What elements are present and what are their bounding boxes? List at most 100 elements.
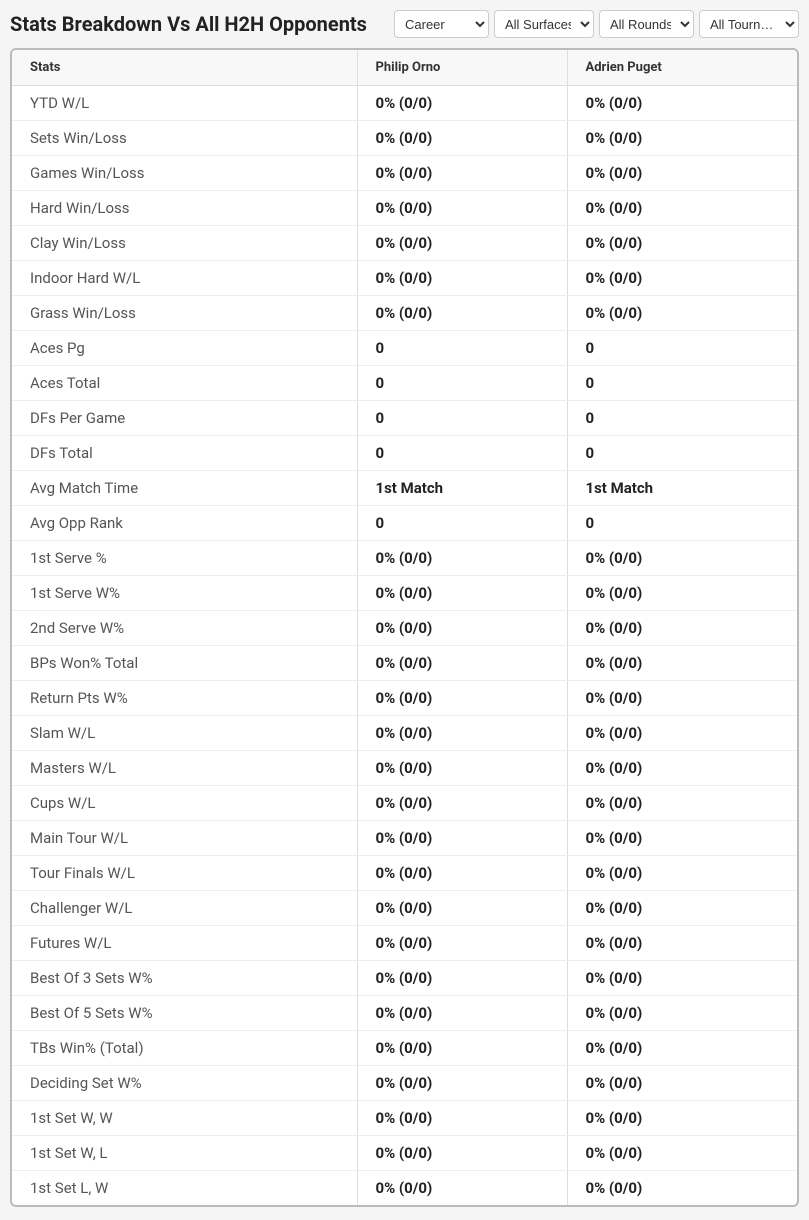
table-row: Hard Win/Loss0% (0/0)0% (0/0)	[12, 191, 797, 226]
stat-label: Indoor Hard W/L	[12, 261, 357, 296]
tournaments-select[interactable]: All Tourn…	[699, 10, 799, 38]
stat-value-player2: 0% (0/0)	[567, 1136, 797, 1171]
stat-value-player2: 0% (0/0)	[567, 716, 797, 751]
stat-value-player1: 0% (0/0)	[357, 821, 567, 856]
stat-label: Slam W/L	[12, 716, 357, 751]
table-row: YTD W/L0% (0/0)0% (0/0)	[12, 86, 797, 121]
stat-label: Hard Win/Loss	[12, 191, 357, 226]
table-row: Avg Opp Rank00	[12, 506, 797, 541]
stat-value-player2: 0% (0/0)	[567, 1066, 797, 1101]
stat-value-player2: 0% (0/0)	[567, 996, 797, 1031]
stat-value-player1: 0% (0/0)	[357, 1031, 567, 1066]
stat-value-player1: 0% (0/0)	[357, 261, 567, 296]
table-row: TBs Win% (Total)0% (0/0)0% (0/0)	[12, 1031, 797, 1066]
stat-value-player2: 0% (0/0)	[567, 751, 797, 786]
stat-value-player1: 0% (0/0)	[357, 611, 567, 646]
stat-label: Main Tour W/L	[12, 821, 357, 856]
stat-label: Masters W/L	[12, 751, 357, 786]
stat-value-player1: 0% (0/0)	[357, 786, 567, 821]
career-select[interactable]: Career	[394, 10, 489, 38]
table-row: Return Pts W%0% (0/0)0% (0/0)	[12, 681, 797, 716]
stat-label: 1st Serve %	[12, 541, 357, 576]
stat-value-player2: 0% (0/0)	[567, 961, 797, 996]
table-row: Aces Pg00	[12, 331, 797, 366]
stat-label: Avg Opp Rank	[12, 506, 357, 541]
stat-value-player2: 0% (0/0)	[567, 1031, 797, 1066]
stat-value-player2: 0% (0/0)	[567, 926, 797, 961]
table-row: 1st Set W, L0% (0/0)0% (0/0)	[12, 1136, 797, 1171]
table-row: Games Win/Loss0% (0/0)0% (0/0)	[12, 156, 797, 191]
stat-value-player2: 0% (0/0)	[567, 156, 797, 191]
stat-value-player1: 0% (0/0)	[357, 576, 567, 611]
table-row: Futures W/L0% (0/0)0% (0/0)	[12, 926, 797, 961]
stat-value-player2: 0	[567, 436, 797, 471]
stat-label: Return Pts W%	[12, 681, 357, 716]
table-row: Clay Win/Loss0% (0/0)0% (0/0)	[12, 226, 797, 261]
table-row: Indoor Hard W/L0% (0/0)0% (0/0)	[12, 261, 797, 296]
rounds-select[interactable]: All Rounds	[599, 10, 694, 38]
table-row: Challenger W/L0% (0/0)0% (0/0)	[12, 891, 797, 926]
stat-label: Grass Win/Loss	[12, 296, 357, 331]
stat-label: Deciding Set W%	[12, 1066, 357, 1101]
stat-value-player2: 0% (0/0)	[567, 1101, 797, 1136]
stat-value-player1: 0% (0/0)	[357, 926, 567, 961]
table-row: Best Of 5 Sets W%0% (0/0)0% (0/0)	[12, 996, 797, 1031]
stat-value-player1: 0% (0/0)	[357, 1066, 567, 1101]
stats-table: Stats Philip Orno Adrien Puget YTD W/L0%…	[12, 50, 797, 1205]
stat-label: Cups W/L	[12, 786, 357, 821]
stat-label: TBs Win% (Total)	[12, 1031, 357, 1066]
stat-value-player1: 0% (0/0)	[357, 541, 567, 576]
stat-value-player1: 0% (0/0)	[357, 86, 567, 121]
table-row: 2nd Serve W%0% (0/0)0% (0/0)	[12, 611, 797, 646]
stat-value-player2: 0% (0/0)	[567, 226, 797, 261]
table-row: Slam W/L0% (0/0)0% (0/0)	[12, 716, 797, 751]
stat-value-player2: 0% (0/0)	[567, 121, 797, 156]
stat-label: 2nd Serve W%	[12, 611, 357, 646]
stat-value-player2: 0% (0/0)	[567, 646, 797, 681]
stat-label: BPs Won% Total	[12, 646, 357, 681]
table-row: DFs Per Game00	[12, 401, 797, 436]
stat-value-player2: 0% (0/0)	[567, 1171, 797, 1206]
stat-label: Futures W/L	[12, 926, 357, 961]
stat-label: Games Win/Loss	[12, 156, 357, 191]
stat-label: 1st Serve W%	[12, 576, 357, 611]
stat-value-player1: 0% (0/0)	[357, 856, 567, 891]
stat-label: Best Of 3 Sets W%	[12, 961, 357, 996]
page-title: Stats Breakdown Vs All H2H Opponents	[10, 12, 367, 36]
table-row: DFs Total00	[12, 436, 797, 471]
stat-label: Best Of 5 Sets W%	[12, 996, 357, 1031]
stat-value-player1: 0% (0/0)	[357, 751, 567, 786]
stat-value-player1: 0% (0/0)	[357, 1101, 567, 1136]
stat-value-player1: 0% (0/0)	[357, 1171, 567, 1206]
table-row: Sets Win/Loss0% (0/0)0% (0/0)	[12, 121, 797, 156]
stat-value-player2: 0% (0/0)	[567, 681, 797, 716]
stat-value-player1: 0% (0/0)	[357, 961, 567, 996]
surfaces-select[interactable]: All Surfaces	[494, 10, 594, 38]
stat-value-player2: 1st Match	[567, 471, 797, 506]
column-header-player2: Adrien Puget	[567, 50, 797, 86]
table-row: 1st Serve W%0% (0/0)0% (0/0)	[12, 576, 797, 611]
table-row: 1st Serve %0% (0/0)0% (0/0)	[12, 541, 797, 576]
stat-value-player2: 0% (0/0)	[567, 891, 797, 926]
stats-table-container: Stats Philip Orno Adrien Puget YTD W/L0%…	[10, 48, 799, 1207]
stat-value-player2: 0% (0/0)	[567, 786, 797, 821]
table-row: Avg Match Time1st Match1st Match	[12, 471, 797, 506]
column-header-stats: Stats	[12, 50, 357, 86]
table-row: Aces Total00	[12, 366, 797, 401]
table-row: Tour Finals W/L0% (0/0)0% (0/0)	[12, 856, 797, 891]
stat-value-player1: 0% (0/0)	[357, 681, 567, 716]
stat-label: 1st Set L, W	[12, 1171, 357, 1206]
stat-label: Challenger W/L	[12, 891, 357, 926]
table-row: Masters W/L0% (0/0)0% (0/0)	[12, 751, 797, 786]
stat-value-player1: 0% (0/0)	[357, 996, 567, 1031]
stat-label: 1st Set W, L	[12, 1136, 357, 1171]
stat-label: Avg Match Time	[12, 471, 357, 506]
stat-value-player2: 0	[567, 331, 797, 366]
table-row: Cups W/L0% (0/0)0% (0/0)	[12, 786, 797, 821]
stat-value-player1: 0	[357, 401, 567, 436]
table-row: Best Of 3 Sets W%0% (0/0)0% (0/0)	[12, 961, 797, 996]
table-row: Grass Win/Loss0% (0/0)0% (0/0)	[12, 296, 797, 331]
stat-value-player2: 0% (0/0)	[567, 541, 797, 576]
table-row: Deciding Set W%0% (0/0)0% (0/0)	[12, 1066, 797, 1101]
stat-label: Sets Win/Loss	[12, 121, 357, 156]
